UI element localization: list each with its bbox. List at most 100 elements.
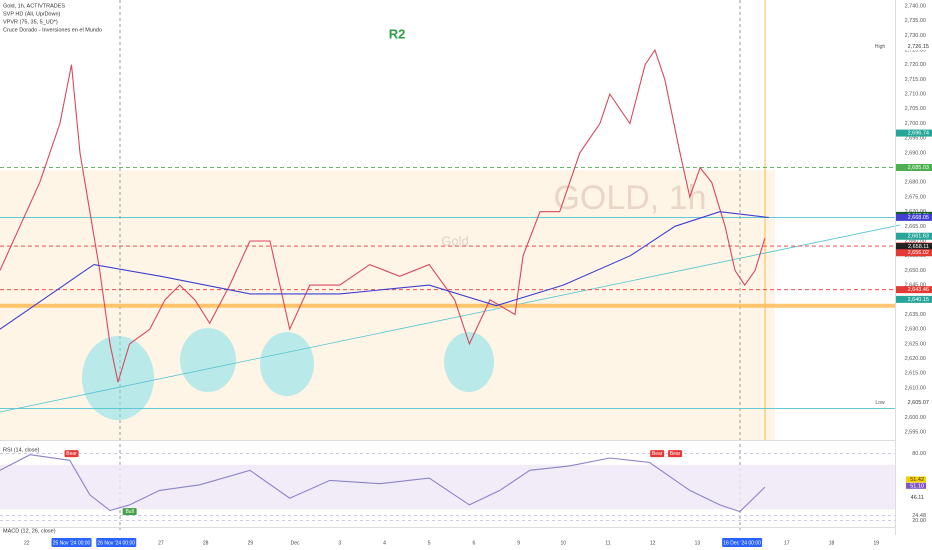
y-tick-label: 2,650.00	[905, 268, 926, 274]
watermark-sub: Gold	[441, 233, 468, 248]
highlight-circle	[444, 332, 494, 392]
y-tick-label: 2,680.00	[905, 180, 926, 186]
x-tick-label: 4	[383, 540, 386, 546]
price-label-tag: Low	[875, 400, 885, 406]
y-tick-label: 2,715.00	[905, 77, 926, 83]
value-label: 51.10	[910, 483, 924, 489]
highlight-circle	[82, 336, 154, 420]
highlight-circle	[260, 332, 314, 396]
x-tick-label: 28	[203, 540, 209, 546]
x-tick-label: 29	[248, 540, 254, 546]
y-tick-label: 2,625.00	[905, 341, 926, 347]
price-label: 2,640.15	[908, 297, 929, 303]
y-tick-label: 2,735.00	[905, 18, 926, 24]
axis-divider	[895, 0, 896, 535]
price-label-box	[896, 286, 932, 294]
signal-box	[668, 450, 683, 458]
signal-label: Bull	[125, 509, 133, 515]
y-tick-label: 2,595.00	[905, 430, 926, 436]
series-line	[0, 211, 769, 330]
annotation: R2	[389, 26, 406, 41]
watermark: GOLD, 1h	[553, 179, 706, 217]
value-box	[906, 482, 926, 489]
legend-line: Gold, 1h, ACTIVTRADES	[3, 3, 65, 9]
price-label: 2,685.03	[908, 165, 929, 171]
rsi-band	[0, 464, 895, 510]
price-label: 2,605.07	[908, 400, 929, 406]
x-tick-label: 25 Nov '24 00:00	[53, 540, 91, 546]
price-label-box	[896, 243, 932, 251]
price-label: 2,696.74	[908, 131, 929, 137]
y-tick-label: 20.00	[912, 518, 926, 524]
series-line	[0, 48, 766, 383]
price-label-box	[896, 129, 932, 137]
y-tick-label: 2,710.00	[905, 92, 926, 98]
y-tick-label: 2,740.00	[905, 3, 926, 9]
price-label: 2,726.15	[908, 44, 929, 50]
price-label: 2,658.11	[908, 244, 929, 250]
y-tick-label: 2,700.00	[905, 121, 926, 127]
y-tick-label: 2,615.00	[905, 371, 926, 377]
y-tick-label: 2,720.00	[905, 62, 926, 68]
y-tick-label: 2,665.00	[905, 224, 926, 230]
price-label-box	[896, 213, 932, 221]
x-tick-label: 26 Nov '24 00:00	[97, 540, 135, 546]
price-label: 2,661.63	[908, 234, 929, 240]
x-tick-label: 22	[24, 540, 30, 546]
y-tick-label: 2,730.00	[905, 33, 926, 39]
price-label: 2,668.05	[908, 215, 929, 221]
price-label-box	[896, 398, 932, 406]
value-label: 51.42	[910, 477, 924, 483]
x-tick-label: 19	[873, 540, 879, 546]
x-tick-highlight	[96, 538, 137, 547]
pane-divider	[0, 440, 895, 441]
value-box	[906, 476, 926, 483]
y-tick-label: 2,705.00	[905, 106, 926, 112]
y-tick-label: 2,695.00	[905, 136, 926, 142]
legend-line: SVP HD (All, Up/Down)	[3, 11, 61, 17]
x-tick-label: 11	[605, 540, 610, 546]
signal-box	[122, 508, 137, 516]
price-label-box	[896, 163, 932, 171]
y-tick-label: 2,675.00	[905, 194, 926, 200]
x-tick-label: 16 Dec '24 00:00	[723, 540, 761, 546]
value-box	[906, 494, 926, 501]
x-tick-label: Dec	[291, 540, 300, 546]
y-tick-label: 2,725.00	[905, 47, 926, 53]
x-tick-highlight	[51, 538, 92, 547]
value-label: 46.11	[911, 495, 924, 501]
x-tick-label: 6	[472, 540, 475, 546]
x-tick-label: 18	[829, 540, 835, 546]
x-tick-label: 27	[158, 540, 164, 546]
x-tick-label: 3	[338, 540, 341, 546]
price-label-tag: High	[875, 44, 886, 50]
x-tick-label: 12	[650, 540, 656, 546]
x-tick-label: 10	[561, 540, 567, 546]
signal-box	[64, 450, 79, 458]
price-label-box	[896, 249, 932, 257]
x-tick-label: 9	[517, 540, 520, 546]
rsi-title: RSI (14, close)	[3, 447, 40, 453]
y-tick-label: 2,635.00	[905, 312, 926, 318]
y-tick-label: 80.00	[912, 451, 926, 457]
y-tick-label: 2,630.00	[905, 327, 926, 333]
x-tick-label: 5	[428, 540, 431, 546]
y-tick-label: 2,620.00	[905, 356, 926, 362]
y-tick-label: 2,660.00	[905, 238, 926, 244]
signal-box	[650, 450, 665, 458]
trend-line	[0, 224, 901, 413]
highlight-circle	[180, 328, 236, 392]
time-axis	[0, 535, 932, 550]
signal-label: Bear	[670, 451, 681, 457]
macd-title: MACD (12, 26, close)	[3, 528, 56, 534]
y-tick-label: 2,690.00	[905, 150, 926, 156]
legend-line: VPVR (75, 35, 5_UD*)	[3, 19, 58, 25]
series-line	[0, 454, 766, 513]
y-tick-label: 2,600.00	[905, 415, 926, 421]
price-label-box	[896, 232, 932, 240]
price-label-box	[896, 43, 932, 51]
x-tick-label: 17	[784, 540, 790, 546]
x-tick-highlight	[722, 538, 763, 547]
signal-label: Bear	[652, 451, 663, 457]
